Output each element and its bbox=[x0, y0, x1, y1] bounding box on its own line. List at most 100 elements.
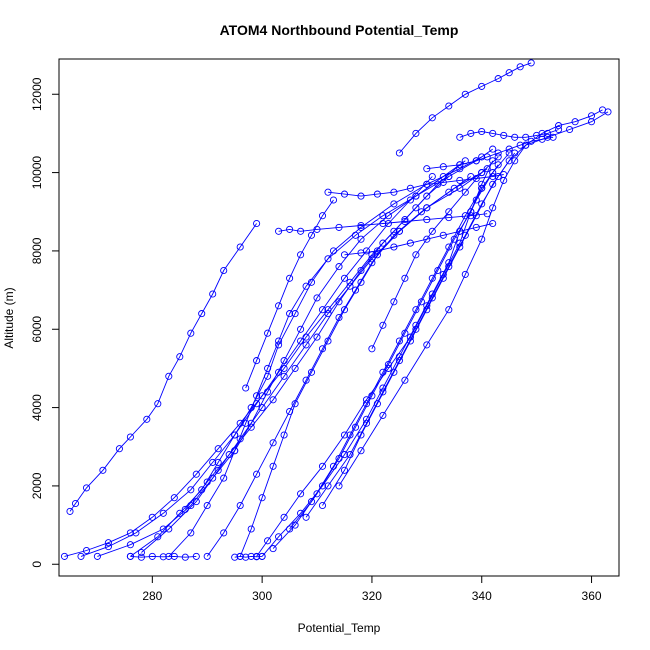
data-point bbox=[456, 133, 464, 141]
data-point bbox=[445, 243, 453, 251]
data-point bbox=[126, 541, 134, 549]
data-point bbox=[373, 190, 381, 198]
data-point bbox=[307, 368, 316, 376]
data-point bbox=[357, 278, 365, 286]
data-point bbox=[236, 243, 244, 251]
x-tick-label: 280 bbox=[142, 589, 162, 603]
series-line bbox=[338, 109, 603, 487]
data-point bbox=[209, 458, 217, 466]
data-point bbox=[379, 321, 387, 329]
data-point bbox=[598, 106, 607, 114]
data-point bbox=[269, 462, 277, 470]
data-point bbox=[187, 329, 195, 337]
data-point bbox=[253, 470, 261, 478]
data-point bbox=[373, 400, 381, 408]
data-point bbox=[192, 552, 200, 560]
data-point bbox=[297, 251, 305, 259]
data-point bbox=[527, 59, 535, 67]
data-point bbox=[280, 357, 288, 365]
data-point bbox=[220, 529, 228, 537]
data-point bbox=[478, 235, 486, 243]
data-point bbox=[203, 552, 211, 560]
series-line bbox=[97, 160, 466, 557]
data-point bbox=[335, 223, 343, 231]
data-point bbox=[143, 415, 151, 423]
data-point bbox=[571, 118, 579, 126]
data-point bbox=[351, 231, 360, 239]
data-point bbox=[472, 223, 480, 231]
data-point bbox=[423, 341, 431, 349]
data-point bbox=[549, 133, 557, 141]
data-point bbox=[417, 208, 425, 216]
data-point bbox=[527, 137, 535, 145]
data-point bbox=[362, 400, 371, 408]
y-tick-label: 10000 bbox=[30, 156, 44, 190]
data-point bbox=[176, 509, 184, 517]
data-point bbox=[104, 539, 112, 547]
data-point bbox=[516, 63, 524, 71]
series-line bbox=[344, 223, 493, 256]
data-point bbox=[154, 533, 162, 541]
data-point bbox=[456, 161, 464, 169]
data-point bbox=[99, 466, 107, 474]
data-point bbox=[286, 525, 294, 533]
data-point bbox=[461, 188, 469, 196]
y-tick-label: 8000 bbox=[30, 237, 44, 264]
data-point bbox=[275, 533, 283, 541]
data-point bbox=[82, 546, 91, 555]
data-point bbox=[472, 157, 480, 165]
data-point bbox=[439, 178, 447, 186]
data-point bbox=[390, 368, 398, 376]
x-tick-label: 340 bbox=[472, 589, 492, 603]
data-point bbox=[324, 310, 332, 318]
data-point bbox=[275, 337, 283, 345]
data-point bbox=[423, 192, 431, 200]
series-line bbox=[168, 148, 493, 557]
data-point bbox=[401, 217, 409, 226]
data-point bbox=[566, 125, 574, 134]
data-point bbox=[357, 431, 365, 439]
data-point bbox=[77, 552, 85, 560]
y-tick-label: 12000 bbox=[30, 77, 44, 111]
data-point bbox=[395, 149, 403, 157]
data-point bbox=[264, 537, 272, 545]
data-point bbox=[467, 129, 475, 137]
data-point bbox=[445, 102, 453, 110]
data-point bbox=[170, 494, 178, 502]
data-point bbox=[340, 431, 349, 439]
data-point bbox=[494, 75, 502, 83]
data-point bbox=[192, 470, 200, 478]
data-point bbox=[423, 216, 431, 224]
data-point bbox=[307, 498, 316, 506]
data-point bbox=[423, 204, 431, 212]
data-point bbox=[461, 270, 469, 278]
data-point bbox=[489, 169, 497, 177]
data-point bbox=[231, 553, 239, 561]
data-point bbox=[544, 129, 552, 137]
data-point bbox=[445, 208, 453, 216]
data-point bbox=[379, 212, 387, 220]
data-point bbox=[445, 172, 453, 181]
data-point bbox=[137, 553, 145, 561]
data-point bbox=[318, 212, 327, 220]
data-point bbox=[159, 553, 167, 561]
data-point bbox=[445, 263, 453, 271]
data-point bbox=[192, 498, 200, 506]
data-point bbox=[165, 372, 173, 380]
data-point bbox=[340, 306, 349, 314]
data-point bbox=[329, 462, 338, 470]
data-point bbox=[423, 235, 431, 243]
data-point bbox=[242, 419, 250, 427]
data-point bbox=[198, 310, 206, 318]
data-point bbox=[505, 145, 513, 153]
data-point bbox=[297, 490, 305, 498]
data-point bbox=[390, 298, 398, 306]
data-point bbox=[406, 196, 414, 204]
data-point bbox=[412, 251, 420, 259]
data-point bbox=[406, 337, 414, 345]
data-point bbox=[324, 337, 332, 345]
data-point bbox=[286, 310, 294, 318]
series-line bbox=[322, 111, 609, 506]
data-point bbox=[423, 180, 431, 188]
data-point bbox=[181, 553, 189, 561]
